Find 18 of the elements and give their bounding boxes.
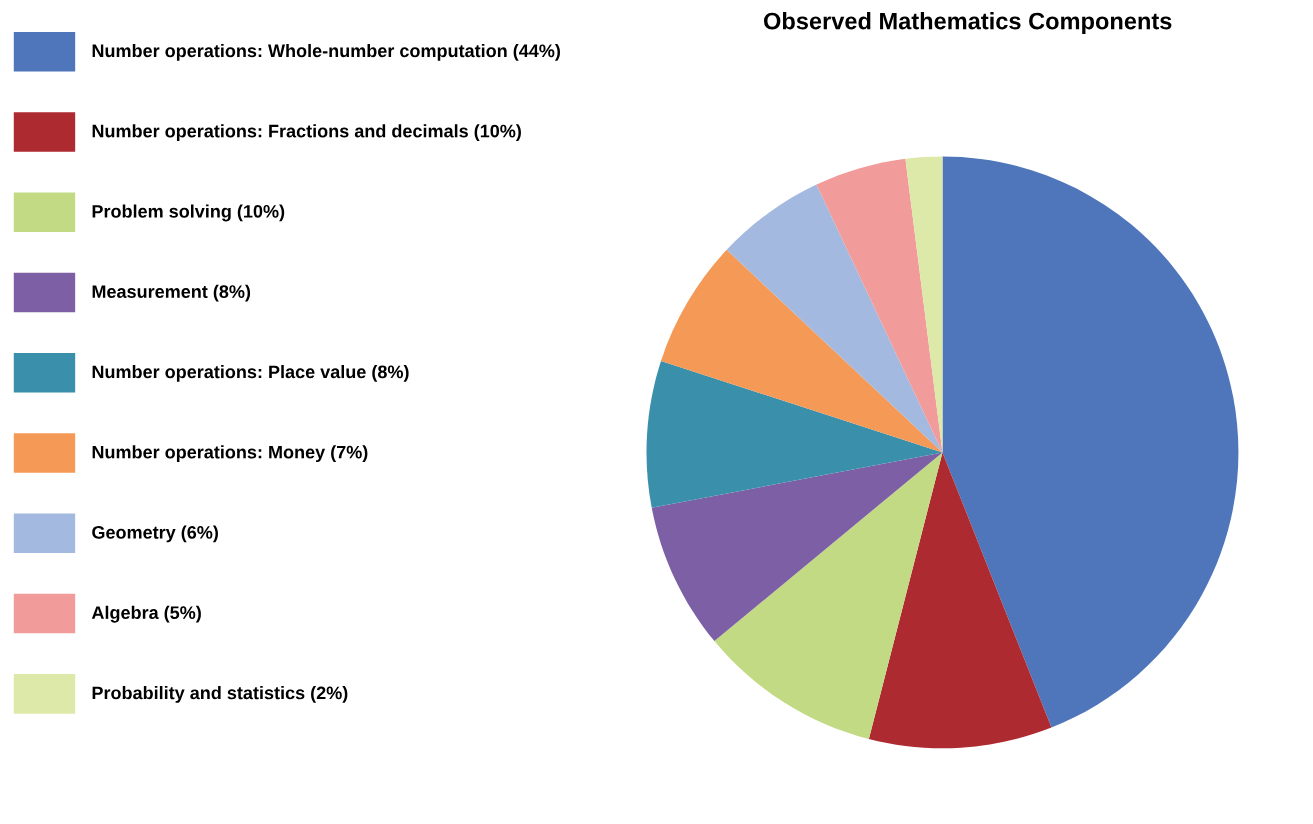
legend-label: Algebra (5%) xyxy=(91,605,201,623)
pie-slice xyxy=(660,249,943,453)
pie-slice xyxy=(816,158,943,453)
legend-label: Geometry (6%) xyxy=(92,525,218,543)
pie-slice xyxy=(726,184,943,453)
legend-label: Number operations: Place value (8%) xyxy=(92,364,409,382)
legend-label: Measurement (8%) xyxy=(92,284,251,302)
chart-title: Observed Mathematics Components xyxy=(763,12,1172,35)
pie-slice xyxy=(714,452,943,740)
pie-slice xyxy=(646,360,943,508)
pie-slice xyxy=(942,156,1239,728)
legend-label: Probability and statistics (2%) xyxy=(92,686,348,703)
legend-label: Problem solving (10%) xyxy=(92,204,285,222)
pie-slice xyxy=(651,452,943,642)
legend-label: Number operations: Whole-number computation (44%) xyxy=(92,43,560,61)
pie-slice xyxy=(868,452,1052,749)
legend-label: Number operations: Money (7%) xyxy=(92,445,368,463)
legend-label: Number operations: Fractions and decimals (10%) xyxy=(92,124,521,142)
